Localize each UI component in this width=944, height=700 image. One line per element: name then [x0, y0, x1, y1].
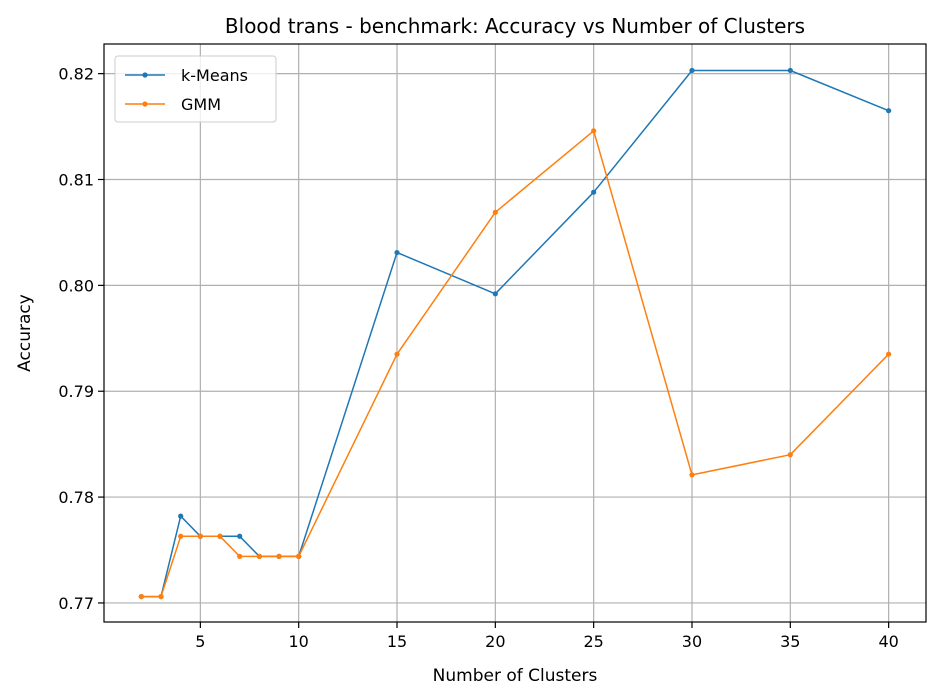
- data-point-k-means: [886, 108, 892, 114]
- y-tick-label: 0.81: [58, 171, 94, 190]
- y-tick-label: 0.78: [58, 488, 94, 507]
- y-ticks: 0.77 0.78 0.79 0.80 0.81 0.82: [58, 65, 104, 613]
- data-point-k-means: [492, 291, 498, 297]
- y-tick-label: 0.82: [58, 65, 94, 84]
- x-tick-label: 25: [583, 632, 603, 651]
- series-line-k-means: [141, 69, 889, 598]
- data-point-gmm: [492, 209, 498, 215]
- data-point-gmm: [158, 593, 164, 600]
- data-point-gmm: [217, 533, 223, 539]
- x-axis-label: Number of Clusters: [433, 666, 598, 686]
- data-point-k-means: [591, 189, 597, 195]
- data-point-gmm: [394, 351, 400, 357]
- data-point-gmm: [591, 128, 597, 134]
- series-lines: [138, 67, 892, 600]
- data-point-gmm: [886, 351, 892, 357]
- legend-marker-gmm: [142, 101, 148, 107]
- data-point-gmm: [197, 533, 203, 539]
- legend-label-gmm: GMM: [181, 95, 221, 114]
- data-point-k-means: [394, 249, 400, 256]
- series-line-gmm: [141, 130, 890, 598]
- x-tick-label: 30: [682, 632, 702, 651]
- x-tick-label: 10: [289, 632, 309, 651]
- x-tick-label: 20: [485, 632, 505, 651]
- data-point-k-means: [178, 513, 184, 519]
- series-k-means: [138, 67, 892, 600]
- data-point-k-means: [689, 67, 695, 74]
- y-axis-label: Accuracy: [15, 294, 35, 372]
- data-point-gmm: [689, 472, 695, 478]
- x-tick-label: 40: [878, 632, 898, 651]
- data-point-gmm: [787, 452, 793, 458]
- plot-frame: [103, 43, 927, 623]
- legend-marker-k-means: [142, 72, 148, 78]
- legend-label-k-means: k-Means: [181, 66, 248, 85]
- y-tick-label: 0.77: [58, 594, 94, 613]
- legend-box: [114, 55, 277, 123]
- x-tick-label: 5: [195, 632, 205, 651]
- grid-lines: [104, 44, 926, 622]
- data-point-gmm: [276, 553, 282, 559]
- x-tick-label: 35: [780, 632, 800, 651]
- data-point-k-means: [787, 67, 793, 74]
- legend: k-Means GMM: [114, 55, 277, 123]
- y-tick-label: 0.80: [58, 276, 94, 295]
- data-point-gmm: [138, 593, 144, 600]
- data-point-gmm: [178, 533, 184, 539]
- x-ticks: 5 10 15 20 25 30 35 40: [195, 622, 899, 651]
- x-tick-label: 15: [387, 632, 407, 651]
- chart-title: Blood trans - benchmark: Accuracy vs Num…: [225, 14, 805, 38]
- series-gmm: [138, 128, 892, 600]
- data-point-gmm: [237, 553, 243, 559]
- data-point-k-means: [237, 533, 243, 539]
- y-tick-label: 0.79: [58, 382, 94, 401]
- data-point-gmm: [256, 553, 262, 559]
- data-point-gmm: [296, 553, 302, 559]
